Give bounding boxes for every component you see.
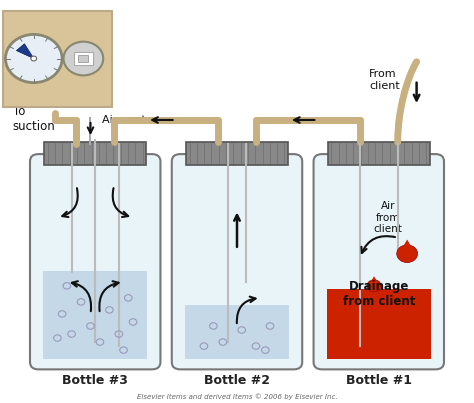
Text: Bottle #2: Bottle #2 [204, 374, 270, 387]
Bar [185, 305, 289, 359]
Circle shape [367, 280, 381, 292]
Text: Air vent: Air vent [102, 115, 146, 125]
Bar [328, 142, 430, 165]
Bar [327, 289, 431, 359]
Text: Air
from
client: Air from client [374, 201, 403, 234]
Bar [74, 52, 93, 65]
Text: Bottle #1: Bottle #1 [346, 374, 412, 387]
Text: Drainage
from client: Drainage from client [343, 280, 415, 308]
Circle shape [31, 56, 36, 61]
Bar [44, 142, 146, 165]
Circle shape [64, 42, 103, 75]
FancyBboxPatch shape [314, 154, 444, 370]
Circle shape [397, 245, 418, 262]
Text: To
suction: To suction [12, 105, 55, 133]
Bar [186, 142, 288, 165]
Circle shape [5, 34, 62, 83]
Text: From
client: From client [369, 69, 400, 91]
FancyBboxPatch shape [3, 11, 112, 107]
FancyBboxPatch shape [172, 154, 302, 370]
FancyBboxPatch shape [30, 154, 160, 370]
Bar [78, 55, 88, 62]
Text: Elsevier Items and derived Items © 2006 by Elsevier Inc.: Elsevier Items and derived Items © 2006 … [137, 394, 337, 400]
Polygon shape [402, 239, 412, 248]
Polygon shape [17, 44, 34, 58]
Bar [43, 270, 147, 359]
Text: Bottle #3: Bottle #3 [62, 374, 128, 387]
Polygon shape [371, 276, 378, 282]
